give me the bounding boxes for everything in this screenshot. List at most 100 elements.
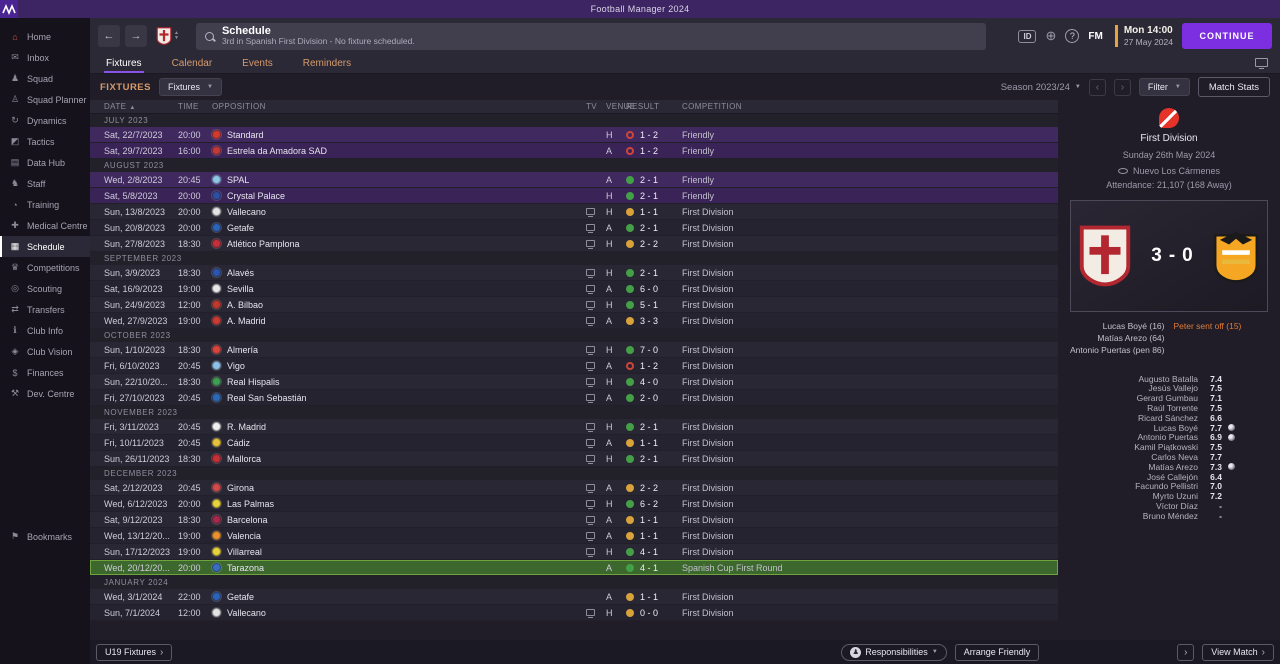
monitor-icon[interactable] [1255,58,1268,69]
score-card[interactable]: 3 - 0 [1070,200,1268,312]
column-header-result[interactable]: RESULT [626,102,660,111]
match-stats-button[interactable]: Match Stats [1197,77,1270,97]
result: 4 - 1 [640,546,659,557]
sidebar-item-squad-planner[interactable]: ♙ Squad Planner [0,89,90,110]
player-rating-row[interactable]: Facundo Pellistri 7.0 [1069,481,1235,491]
fixture-row[interactable]: Sat, 29/7/2023 16:00 Estrela da Amadora SA… [90,143,1058,159]
sidebar-item-training[interactable]: ◔ Training [0,194,90,215]
fixture-row[interactable]: Sun, 27/8/2023 18:30 Atlético Pamplona H 2 -… [90,236,1058,252]
fixture-row[interactable]: Wed, 2/8/2023 20:45 SPAL A 2 - 1 Friendly [90,172,1058,188]
continue-button[interactable]: CONTINUE [1182,23,1272,49]
sidebar-item-squad[interactable]: ♟ Squad [0,68,90,89]
sidebar-item-inbox[interactable]: ✉ Inbox [0,47,90,68]
page-title-box[interactable]: Schedule 3rd in Spanish First Division -… [195,22,986,50]
player-rating-row[interactable]: Antonio Puertas 6.9 [1069,432,1235,442]
next-match-button[interactable]: › [1177,643,1195,661]
fixture-row[interactable]: Sun, 24/9/2023 12:00 A. Bilbao H 5 - 1 First … [90,297,1058,313]
column-header-venue[interactable]: VENUE [606,102,636,111]
tab-events[interactable]: Events [242,58,273,69]
fixture-row[interactable]: Sun, 7/1/2024 12:00 Vallecano H 0 - 0 First D… [90,605,1058,621]
column-header-tv[interactable]: TV [586,102,598,111]
globe-icon[interactable]: ⊕ [1045,28,1057,43]
sidebar-item-club-vision[interactable]: ◈ Club Vision [0,341,90,362]
column-header-time[interactable]: TIME [178,102,199,111]
view-dropdown[interactable]: Fixtures ▼ [158,78,222,96]
player-rating-row[interactable]: Carlos Neva 7.7 [1069,452,1235,462]
fixture-row[interactable]: Wed, 3/1/2024 22:00 Getafe A 1 - 1 First Divi… [90,589,1058,605]
player-rating-row[interactable]: Víctor Díaz - [1069,501,1235,511]
fixture-row[interactable]: Fri, 10/11/2023 20:45 Cádiz A 1 - 1 First Div… [90,435,1058,451]
help-button[interactable]: ? [1065,29,1080,43]
fixture-row[interactable]: Sat, 9/12/2023 18:30 Barcelona A 1 - 1 First … [90,512,1058,528]
club-crest-icon[interactable] [156,27,172,45]
tv-cell [586,362,606,371]
sidebar-item-tactics[interactable]: ◩ Tactics [0,131,90,152]
player-rating-row[interactable]: Ricard Sánchez 6.6 [1069,413,1235,423]
sidebar-item-finances[interactable]: $ Finances [0,362,90,383]
fixture-row[interactable]: Sun, 3/9/2023 18:30 Alavés H 2 - 1 First Divi… [90,265,1058,281]
fixture-row[interactable]: Sun, 22/10/20... 18:30 Real Hispalis H 4 - 0… [90,374,1058,390]
fixture-row[interactable]: Sun, 26/11/2023 18:30 Mallorca H 2 - 1 First … [90,451,1058,467]
fixture-row[interactable]: Fri, 3/11/2023 20:45 R. Madrid H 2 - 1 First … [90,419,1058,435]
competition: Friendly [682,190,715,201]
fixture-row[interactable]: Wed, 6/12/2023 20:00 Las Palmas H 6 - 2 First… [90,496,1058,512]
previous-season-button[interactable]: ‹ [1088,78,1106,96]
sidebar-item-bookmarks[interactable]: ⚑ Bookmarks [0,526,90,547]
fixture-row[interactable]: Sun, 20/8/2023 20:00 Getafe A 2 - 1 First Div… [90,220,1058,236]
sidebar-item-home[interactable]: ⌂ Home [0,26,90,47]
fixture-row[interactable]: Sat, 22/7/2023 20:00 Standard H 1 - 2 Friendl… [90,127,1058,143]
fixture-row[interactable]: Sat, 2/12/2023 20:45 Girona A 2 - 2 First Div… [90,480,1058,496]
venue: A [606,315,613,326]
view-match-button[interactable]: View Match › [1202,643,1274,661]
player-rating-row[interactable]: Matías Arezo 7.3 [1069,462,1235,472]
sidebar-item-competitions[interactable]: ♛ Competitions [0,257,90,278]
sidebar-item-staff[interactable]: ♞ Staff [0,173,90,194]
sidebar-item-dynamics[interactable]: ↻ Dynamics [0,110,90,131]
player-rating-row[interactable]: Lucas Boyé 7.7 [1069,423,1235,433]
next-season-button[interactable]: › [1113,78,1131,96]
game-clock: Mon 14:00 27 May 2024 [1114,24,1173,48]
fixture-row[interactable]: Sun, 17/12/2023 19:00 Villarreal H 4 - 1 Firs… [90,544,1058,560]
id-button[interactable]: ID [1018,29,1037,43]
player-rating-row[interactable]: Raúl Torrente 7.5 [1069,403,1235,413]
sidebar-item-scouting[interactable]: ◎ Scouting [0,278,90,299]
forward-button[interactable]: → [125,25,147,47]
fixture-row[interactable]: Wed, 20/12/20... 20:00 Tarazona A 4 - 1 Spani… [90,560,1058,576]
tab-reminders[interactable]: Reminders [302,58,352,69]
arrange-friendly-button[interactable]: Arrange Friendly [954,643,1040,661]
column-header-opposition[interactable]: OPPOSITION [212,102,266,111]
fixture-row[interactable]: Sun, 1/10/2023 18:30 Almería H 7 - 0 First Di… [90,342,1058,358]
filter-button[interactable]: Filter ▼ [1138,78,1190,96]
player-rating-row[interactable]: José Callejón 6.4 [1069,472,1235,482]
fixture-row[interactable]: Fri, 27/10/2023 20:45 Real San Sebastián A 2… [90,390,1058,406]
sidebar-item-club-info[interactable]: ℹ Club Info [0,320,90,341]
club-switcher[interactable]: ▲ ▼ [174,31,179,41]
season-dropdown[interactable]: Season 2023/24 ▼ [1001,82,1081,93]
player-rating-row[interactable]: Kamil Piątkowski 7.5 [1069,442,1235,452]
fixture-row[interactable]: Fri, 6/10/2023 20:45 Vigo A 1 - 2 First Divis… [90,358,1058,374]
sidebar-item-dev-centre[interactable]: ⚒ Dev. Centre [0,383,90,404]
fm-button[interactable]: FM [1088,30,1103,42]
venue: A [606,392,613,403]
player-rating-row[interactable]: Jesús Vallejo 7.5 [1069,383,1235,393]
column-header-date[interactable]: DATE ▲ [104,102,136,111]
player-rating-row[interactable]: Myrto Uzuni 7.2 [1069,491,1235,501]
fixture-row[interactable]: Wed, 13/12/20... 19:00 Valencia A 1 - 1 First… [90,528,1058,544]
sidebar-item-schedule[interactable]: ▦ Schedule [0,236,90,257]
player-rating-row[interactable]: Augusto Batalla 7.4 [1069,374,1235,384]
tab-calendar[interactable]: Calendar [171,58,213,69]
fixture-row[interactable]: Sun, 13/8/2023 20:00 Vallecano H 1 - 1 First … [90,204,1058,220]
player-rating-row[interactable]: Gerard Gumbau 7.1 [1069,393,1235,403]
column-header-competition[interactable]: COMPETITION [682,102,742,111]
back-button[interactable]: ← [98,25,120,47]
sidebar-item-transfers[interactable]: ⇄ Transfers [0,299,90,320]
tab-fixtures[interactable]: Fixtures [104,54,144,73]
u19-fixtures-button[interactable]: U19 Fixtures › [96,643,173,661]
sidebar-item-data-hub[interactable]: ▤ Data Hub [0,152,90,173]
sidebar-item-medical-centre[interactable]: ✚ Medical Centre [0,215,90,236]
fixture-row[interactable]: Wed, 27/9/2023 19:00 A. Madrid A 3 - 3 First … [90,313,1058,329]
responsibilities-button[interactable]: ♟ Responsibilities ▼ [841,643,947,661]
player-rating-row[interactable]: Bruno Méndez - [1069,511,1235,521]
fixture-row[interactable]: Sat, 16/9/2023 19:00 Sevilla A 6 - 0 First Di… [90,281,1058,297]
fixture-row[interactable]: Sat, 5/8/2023 20:00 Crystal Palace H 2 - 1 Fr… [90,188,1058,204]
